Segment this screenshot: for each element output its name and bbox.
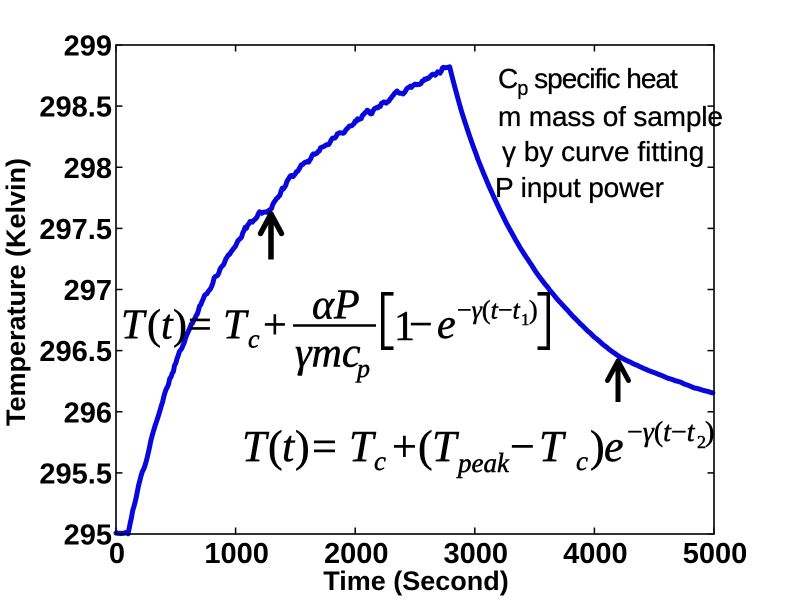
svg-text:T: T (121, 303, 147, 349)
svg-text:297.5: 297.5 (39, 214, 112, 246)
svg-text:2000: 2000 (324, 538, 389, 570)
svg-text:Temperature (Kelvin): Temperature (Kelvin) (1, 158, 31, 426)
svg-text:1000: 1000 (204, 538, 269, 570)
svg-text:t: t (161, 303, 174, 349)
svg-text:2: 2 (697, 432, 706, 452)
svg-text:αP: αP (312, 283, 360, 329)
svg-text:T: T (432, 422, 460, 471)
svg-text:295.5: 295.5 (39, 458, 112, 490)
svg-text:T: T (539, 422, 567, 471)
svg-text:297: 297 (64, 275, 112, 307)
svg-text:c: c (576, 446, 588, 476)
svg-text:c: c (374, 446, 386, 476)
svg-text:3000: 3000 (444, 538, 509, 570)
svg-text:+: + (392, 422, 417, 471)
svg-text:c: c (248, 325, 260, 354)
svg-text:299: 299 (64, 31, 112, 63)
svg-text:1: 1 (521, 310, 530, 329)
svg-text:−γ(t−t: −γ(t−t (457, 296, 521, 325)
svg-text:e: e (437, 302, 456, 348)
svg-text:(: ( (147, 303, 161, 349)
svg-text:=: = (188, 303, 212, 349)
svg-text:−γ(t−t: −γ(t−t (627, 417, 696, 448)
svg-text:t: t (282, 422, 296, 471)
svg-text:m mass of sample: m mass of sample (498, 101, 723, 132)
svg-text:): ) (590, 422, 605, 471)
svg-text:): ) (173, 303, 187, 349)
svg-text:4000: 4000 (563, 538, 628, 570)
svg-text:296: 296 (64, 397, 112, 429)
svg-text:T: T (349, 422, 377, 471)
svg-text:): ) (529, 296, 538, 325)
svg-text:): ) (705, 417, 714, 448)
svg-text:γmc: γmc (295, 331, 361, 377)
svg-text:295: 295 (64, 520, 112, 552)
svg-text:e: e (604, 422, 624, 471)
svg-text:=: = (312, 422, 337, 471)
svg-text:Time (Second): Time (Second) (323, 566, 509, 596)
svg-text:(: ( (268, 422, 283, 471)
svg-text:5000: 5000 (683, 538, 748, 570)
svg-text:0: 0 (109, 538, 125, 570)
svg-text:γ by curve fitting: γ by curve fitting (502, 136, 704, 167)
svg-text:P input power: P input power (495, 172, 664, 203)
svg-text:−: − (409, 302, 433, 348)
svg-text:T: T (223, 303, 249, 349)
svg-text:peak: peak (456, 448, 510, 478)
svg-text:298: 298 (64, 153, 112, 185)
svg-text:(: ( (418, 422, 433, 471)
svg-text:1: 1 (394, 304, 415, 350)
svg-text:T: T (242, 422, 270, 471)
svg-text:Cp specific heat: Cp specific heat (498, 63, 678, 100)
svg-text:296.5: 296.5 (39, 336, 112, 368)
svg-text:298.5: 298.5 (39, 92, 112, 124)
svg-text:+: + (263, 303, 287, 349)
svg-text:): ) (295, 422, 310, 471)
svg-text:−: − (510, 422, 535, 471)
svg-text:p: p (355, 354, 370, 383)
